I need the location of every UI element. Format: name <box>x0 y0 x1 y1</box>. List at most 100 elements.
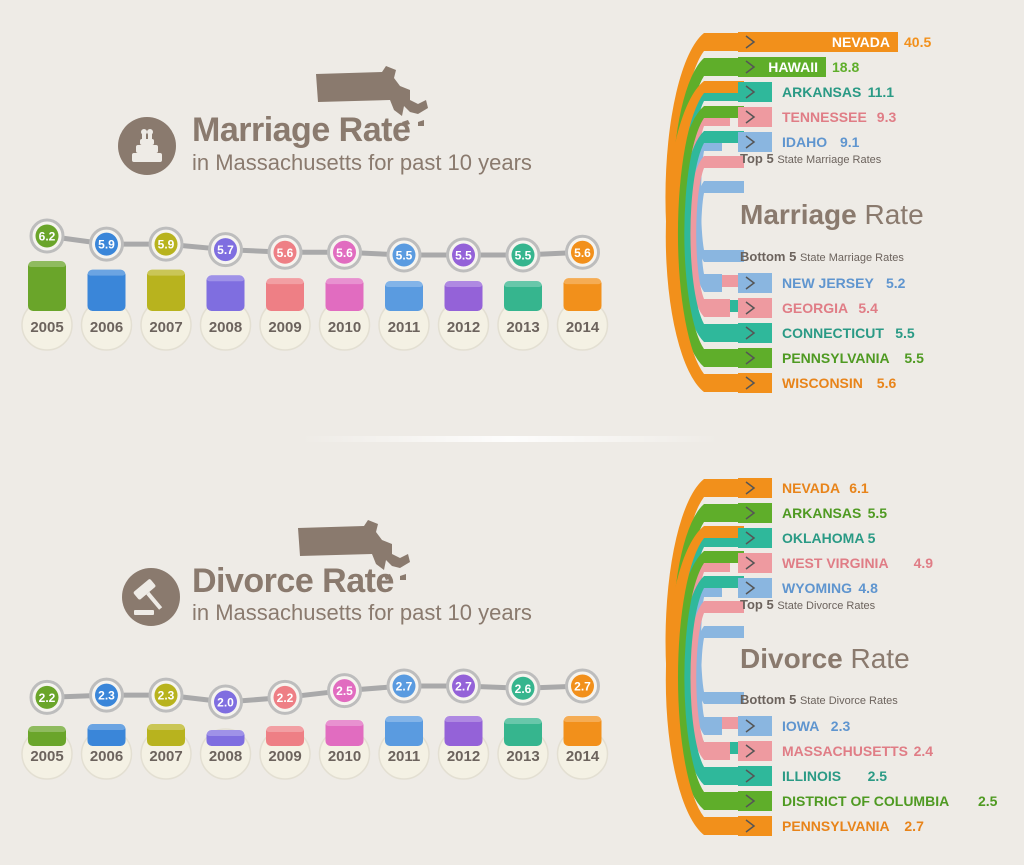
value-label: 5.6 <box>336 246 353 260</box>
row-chevron <box>745 531 756 545</box>
massachusetts-map-icon <box>316 66 428 126</box>
state-name: NEW JERSEY <box>782 275 874 291</box>
row-chevron <box>745 376 756 390</box>
rankings-title: Divorce Rate <box>740 643 910 674</box>
row-label-bg <box>772 132 892 152</box>
year-label: 2009 <box>268 748 301 765</box>
row-chevron <box>745 276 756 290</box>
value-dot <box>511 676 535 700</box>
bar <box>28 726 66 746</box>
bar <box>147 724 185 746</box>
year-label: 2005 <box>30 748 63 765</box>
value-dot <box>95 232 118 256</box>
row-chevron <box>745 301 756 315</box>
state-value: 5.6 <box>877 375 897 391</box>
state-name: CONNECTICUT <box>782 325 884 341</box>
row-bar <box>738 478 782 498</box>
value-label: 5.5 <box>455 249 472 263</box>
year-label: 2010 <box>328 319 361 336</box>
year-label: 2008 <box>209 748 242 765</box>
trend-line <box>46 233 583 258</box>
section-divider <box>300 436 720 442</box>
row-chevron <box>745 60 756 74</box>
massachusetts-map-icon <box>298 520 410 580</box>
row-bar <box>738 323 782 343</box>
row-bar <box>738 107 782 127</box>
arc-ribbon <box>686 156 744 317</box>
year-label: 2006 <box>90 748 123 765</box>
value-dot <box>273 240 297 264</box>
value-label: 2.2 <box>39 691 56 705</box>
bar <box>206 275 245 311</box>
row-bar <box>738 578 782 598</box>
bar <box>504 281 542 311</box>
value-dot <box>35 685 59 709</box>
wedding-cake-icon <box>118 117 176 175</box>
row-label-bg <box>772 791 892 811</box>
state-value: 4.8 <box>858 580 878 596</box>
row-bar <box>738 741 782 761</box>
row-bar <box>738 766 782 786</box>
state-name: TENNESSEE <box>782 109 867 125</box>
value-label: 2.5 <box>336 684 353 698</box>
row-chevron <box>745 35 756 49</box>
value-label: 2.3 <box>158 689 175 703</box>
value-dot <box>214 238 237 262</box>
bar-highlight <box>28 261 66 267</box>
year-label: 2007 <box>149 319 182 336</box>
state-value: 40.5 <box>904 34 931 50</box>
bar <box>325 278 364 311</box>
state-value: 18.8 <box>832 59 859 75</box>
bar-highlight <box>206 730 245 736</box>
state-value: 5.4 <box>858 300 878 316</box>
state-value: 5.5 <box>904 350 924 366</box>
value-dot <box>154 683 178 707</box>
row-chevron <box>745 719 756 733</box>
row-bar <box>738 553 782 573</box>
state-name: ARKANSAS <box>782 505 861 521</box>
row-label-bg <box>772 503 892 523</box>
bar-highlight <box>147 269 185 276</box>
state-value: 9.1 <box>840 134 860 150</box>
row-label-bg <box>772 716 892 736</box>
value-dot <box>511 243 535 267</box>
bar <box>28 261 66 311</box>
bar-highlight <box>266 726 304 732</box>
row-chevron <box>745 135 756 149</box>
value-label: 2.6 <box>515 682 532 696</box>
bar <box>266 278 304 311</box>
row-chevron <box>745 481 756 495</box>
trend-line <box>46 683 583 705</box>
value-label: 2.2 <box>277 691 294 705</box>
marriage-state-rankings: NEVADA 40.5 HAWAII 18.8 ARKANSAS 11.1TENNESSE… <box>665 32 1008 393</box>
top-five-label: Top 5 State Marriage Rates <box>740 151 882 166</box>
divorce-title: Divorce Rate <box>192 562 394 600</box>
row-label-bg <box>772 82 892 102</box>
row-label-bg <box>772 528 892 548</box>
bar <box>87 269 126 311</box>
state-name: NEVADA <box>832 34 890 50</box>
year-label: 2013 <box>506 748 539 765</box>
bar-highlight <box>563 278 602 285</box>
year-label: 2006 <box>90 319 123 336</box>
bar-highlight <box>28 726 66 732</box>
row-chevron <box>745 794 756 808</box>
value-label: 5.5 <box>396 249 413 263</box>
row-chevron <box>745 581 756 595</box>
value-dot <box>214 690 237 714</box>
row-bar <box>738 82 782 102</box>
value-label: 5.9 <box>158 238 175 252</box>
bar <box>563 278 602 311</box>
state-name: WYOMING <box>782 580 852 596</box>
row-label-bg <box>772 107 892 127</box>
year-label: 2009 <box>268 319 301 336</box>
bar <box>385 281 423 311</box>
value-label: 5.9 <box>98 238 115 252</box>
state-value: 5.5 <box>868 505 888 521</box>
bar-highlight <box>444 281 483 287</box>
value-dot <box>452 674 475 698</box>
state-name: WEST VIRGINIA <box>782 555 889 571</box>
state-value: 5.2 <box>886 275 906 291</box>
year-label: 2011 <box>388 319 421 336</box>
row-label-bg <box>772 816 892 836</box>
